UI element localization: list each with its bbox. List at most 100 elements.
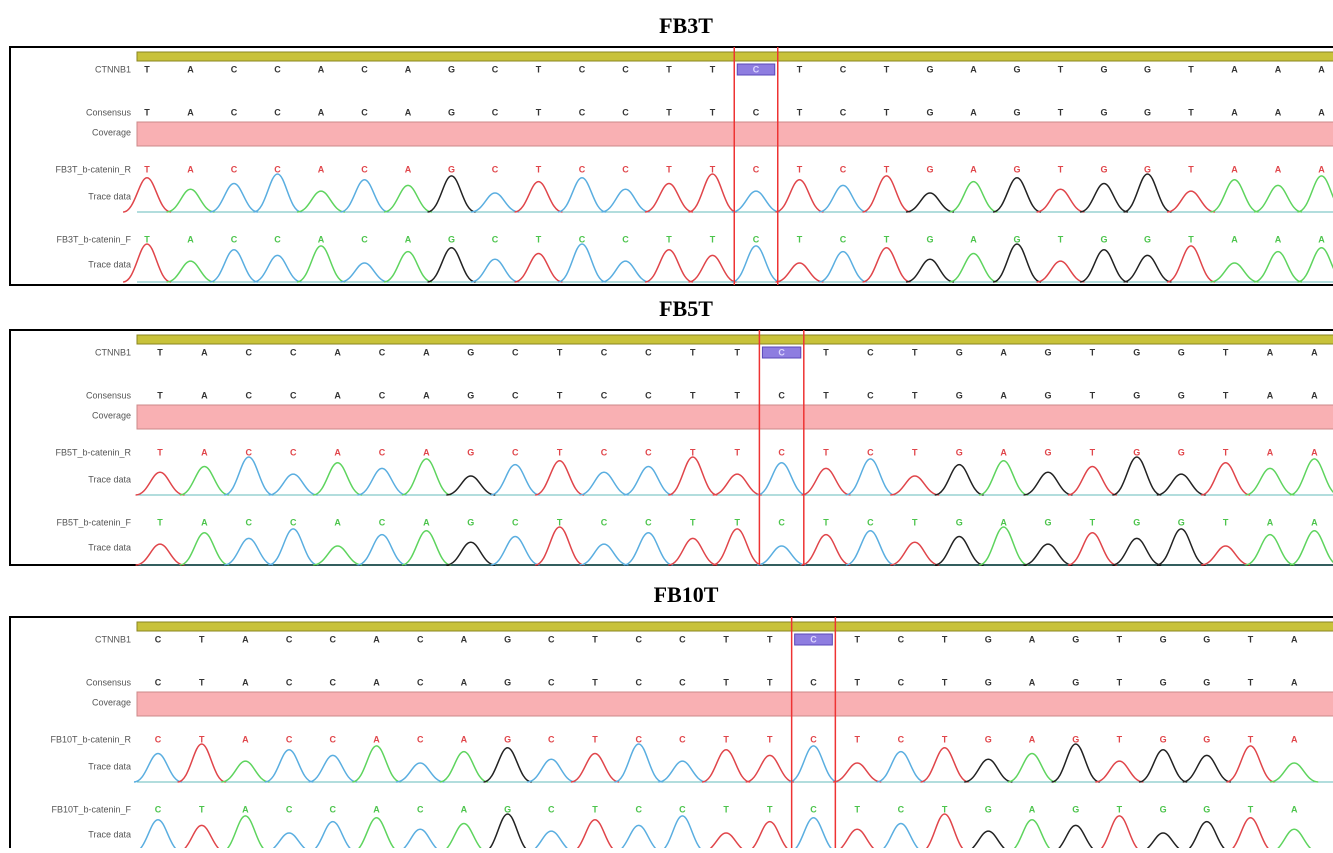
base: G (1044, 347, 1051, 357)
base: T (157, 447, 163, 457)
base: C (548, 634, 555, 644)
base: A (1231, 164, 1238, 174)
base: C (290, 447, 297, 457)
base: A (405, 64, 412, 74)
base: T (1058, 164, 1064, 174)
base: G (448, 234, 455, 244)
base: G (448, 107, 455, 117)
base: C (622, 64, 629, 74)
base: A (1318, 164, 1325, 174)
base: G (1160, 804, 1167, 814)
base: G (467, 347, 474, 357)
base: C (286, 634, 293, 644)
base: A (1291, 734, 1298, 744)
base: A (187, 64, 194, 74)
base: A (1231, 107, 1238, 117)
trace-label: Trace data (88, 542, 131, 552)
row-label: Consensus (86, 390, 132, 400)
base: C (840, 164, 847, 174)
base: G (1178, 517, 1185, 527)
base: A (1267, 347, 1274, 357)
base: A (1318, 234, 1325, 244)
base: C (867, 517, 874, 527)
base: T (1188, 234, 1194, 244)
base: G (1044, 517, 1051, 527)
base: G (1203, 734, 1210, 744)
base: C (635, 677, 642, 687)
base: A (1029, 634, 1036, 644)
base: T (912, 517, 918, 527)
base: T (942, 804, 948, 814)
base: C (330, 677, 337, 687)
base: T (536, 107, 542, 117)
panel-frame (10, 617, 1333, 848)
base: T (942, 634, 948, 644)
base: C (753, 234, 760, 244)
coverage-label: Coverage (92, 410, 131, 420)
base: G (1100, 107, 1107, 117)
base: A (1000, 447, 1007, 457)
base: T (823, 390, 829, 400)
base: C (379, 347, 386, 357)
base: T (942, 677, 948, 687)
base: A (1311, 347, 1318, 357)
base: C (512, 447, 519, 457)
base: T (912, 447, 918, 457)
base: T (666, 107, 672, 117)
base: C (898, 677, 905, 687)
base: C (286, 734, 293, 744)
base: A (1291, 634, 1298, 644)
base: C (512, 517, 519, 527)
page: {"panels": [ {"title": "FB3T", "referenc… (0, 0, 1333, 848)
row-label: CTNNB1 (95, 634, 131, 644)
base: C (274, 234, 281, 244)
base: T (144, 234, 150, 244)
base: C (579, 164, 586, 174)
base: G (504, 677, 511, 687)
base: G (1144, 234, 1151, 244)
base: T (536, 234, 542, 244)
base: A (201, 390, 208, 400)
base: A (1000, 390, 1007, 400)
base: G (926, 234, 933, 244)
base: G (1044, 390, 1051, 400)
base: T (666, 164, 672, 174)
base: T (912, 347, 918, 357)
base: C (679, 804, 686, 814)
base: T (557, 447, 563, 457)
base: A (970, 107, 977, 117)
base: T (942, 734, 948, 744)
base: A (970, 164, 977, 174)
base: A (187, 234, 194, 244)
base: C (231, 107, 238, 117)
base: T (1248, 804, 1254, 814)
base: T (734, 517, 740, 527)
base: G (985, 634, 992, 644)
base: G (1133, 347, 1140, 357)
base: T (1188, 64, 1194, 74)
base: A (201, 447, 208, 457)
coverage-band (137, 692, 1333, 716)
base: A (1318, 64, 1325, 74)
base: C (417, 634, 424, 644)
base: C (274, 164, 281, 174)
trace-label: Trace data (88, 474, 131, 484)
base: A (1267, 447, 1274, 457)
base: T (144, 107, 150, 117)
base: T (884, 234, 890, 244)
base: A (461, 634, 468, 644)
base: C (810, 804, 817, 814)
base: C (330, 804, 337, 814)
base: C (379, 390, 386, 400)
base: C (898, 634, 905, 644)
base: C (840, 64, 847, 74)
base: A (1311, 390, 1318, 400)
base: T (666, 64, 672, 74)
base: C (548, 677, 555, 687)
base: G (1013, 107, 1020, 117)
base: T (1223, 347, 1229, 357)
base: T (797, 107, 803, 117)
base: C (622, 107, 629, 117)
base: T (1117, 677, 1123, 687)
base: A (334, 390, 341, 400)
